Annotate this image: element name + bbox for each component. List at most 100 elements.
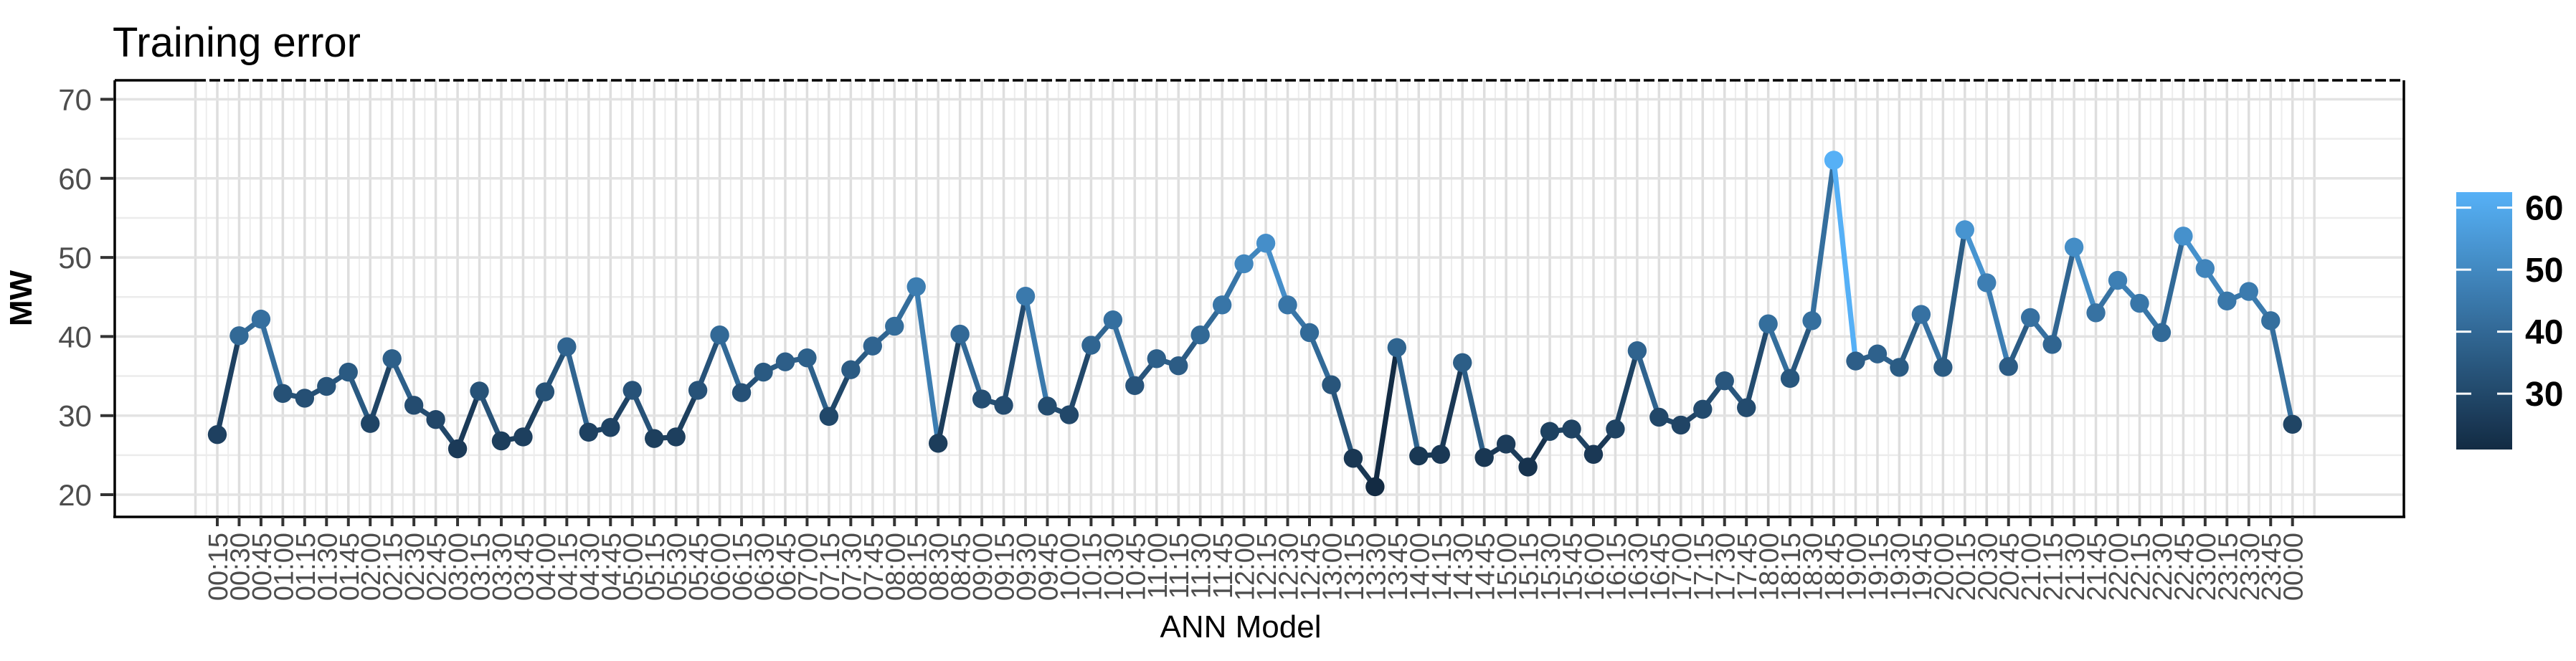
line-segment (1984, 280, 2012, 369)
data-point (1103, 310, 1123, 330)
data-point (1758, 314, 1778, 333)
data-point (557, 337, 577, 356)
line-segment (564, 344, 592, 435)
line-segment (258, 316, 285, 396)
data-point (1343, 449, 1363, 468)
data-point (906, 277, 926, 297)
colorbar-tick-label: 40 (2525, 314, 2563, 352)
y-tick-labels: 70 60 50 40 30 20 (58, 83, 92, 513)
grid-minor-lines (115, 80, 2404, 517)
data-point (2261, 311, 2281, 330)
data-point (841, 360, 861, 379)
x-tick-label: 22:15 (2126, 533, 2156, 601)
data-point (1999, 357, 2018, 376)
data-point (1933, 358, 1953, 377)
x-tick-label: 12:00 (1231, 533, 1261, 601)
data-point (754, 362, 773, 382)
y-tick-label: 30 (58, 399, 92, 433)
data-point (1867, 344, 1888, 363)
x-tick-label: 03:30 (488, 533, 518, 601)
colorbar-ticks (2456, 206, 2512, 395)
data-point (448, 439, 468, 459)
data-point (1583, 444, 1604, 464)
x-tick-label: 08:45 (947, 533, 977, 601)
x-tick-label: 19:15 (1864, 533, 1894, 601)
line-segment (2159, 233, 2186, 336)
x-tick-label: 09:45 (1033, 533, 1064, 601)
x-tick-label: 00:15 (204, 533, 234, 601)
x-tick-label: 05:45 (684, 533, 714, 601)
data-point (382, 349, 402, 368)
x-tick-label: 14:30 (1449, 533, 1479, 601)
data-point (645, 429, 664, 448)
x-tick-label: 05:00 (619, 533, 649, 601)
data-point (1322, 375, 1341, 394)
data-point (1409, 446, 1429, 466)
x-tick-label: 16:30 (1624, 533, 1654, 601)
data-point (1606, 419, 1625, 439)
data-point (491, 431, 511, 451)
x-tick-label: 06:30 (750, 533, 780, 601)
x-tick-label: 04:45 (597, 533, 627, 601)
data-point (928, 434, 948, 453)
data-point (1015, 286, 1036, 306)
data-point (273, 384, 293, 404)
x-tick-label: 11:30 (1187, 533, 1217, 599)
data-point (1256, 234, 1276, 253)
x-tick-label: 00:30 (225, 533, 255, 601)
x-tick-label: 12:45 (1296, 533, 1326, 601)
x-tick-label: 01:15 (291, 533, 321, 601)
data-point (2108, 270, 2128, 290)
data-point (994, 396, 1013, 415)
data-point (338, 362, 358, 382)
x-tick-label: 21:45 (2083, 533, 2113, 601)
data-point (2042, 335, 2062, 354)
x-tick-label: 21:15 (2039, 533, 2069, 601)
x-tick-label: 15:00 (1492, 533, 1523, 601)
data-point (731, 383, 752, 402)
x-tick-label: 12:30 (1274, 533, 1304, 601)
data-point (1737, 398, 1756, 417)
data-point (797, 348, 817, 368)
data-point (622, 381, 642, 400)
data-point (1125, 376, 1145, 395)
data-point (1715, 371, 1734, 391)
data-point (2130, 293, 2149, 313)
x-tick-label: 18:30 (1799, 533, 1829, 601)
x-tick-label: 16:15 (1601, 533, 1632, 601)
x-tick-label: 20:00 (1929, 533, 1959, 601)
x-tick-label: 17:30 (1711, 533, 1741, 601)
x-tick-label: 19:45 (1908, 533, 1938, 601)
x-tick-label: 08:30 (924, 533, 955, 601)
data-point (317, 376, 336, 396)
x-tick-label: 17:15 (1689, 533, 1719, 601)
x-tick-label: 14:15 (1427, 533, 1457, 601)
x-tick-label: 08:15 (903, 533, 933, 601)
line-segment (2050, 244, 2077, 348)
data-point (1038, 396, 1057, 416)
x-tick-label: 06:00 (706, 533, 737, 601)
data-point (1955, 220, 1974, 239)
x-tick-label: 09:15 (990, 533, 1021, 601)
x-tick-label: 20:45 (1995, 533, 2025, 601)
data-point (1693, 399, 1713, 419)
data-point (513, 427, 533, 447)
data-point (1890, 358, 1909, 377)
data-point (1169, 356, 1188, 376)
line-segment (1634, 348, 1662, 420)
line-segment (1000, 293, 1028, 408)
line-segment (1809, 157, 1837, 323)
line-segment (1896, 311, 1924, 371)
x-tick-label: 19:00 (1842, 533, 1872, 601)
data-point (2283, 414, 2302, 434)
x-tick-label: 21:00 (2017, 533, 2047, 601)
data-point (688, 381, 708, 400)
y-tick-label: 40 (58, 320, 92, 353)
data-point (1059, 405, 1079, 424)
x-tick-label: 15:45 (1558, 533, 1588, 601)
x-tick-label: 23:00 (2192, 533, 2222, 601)
x-tick-labels: 00:1500:3000:4501:0001:1501:3001:4502:00… (204, 533, 2309, 601)
x-tick-label: 03:00 (444, 533, 474, 601)
x-tick-label: 10:15 (1077, 533, 1107, 601)
